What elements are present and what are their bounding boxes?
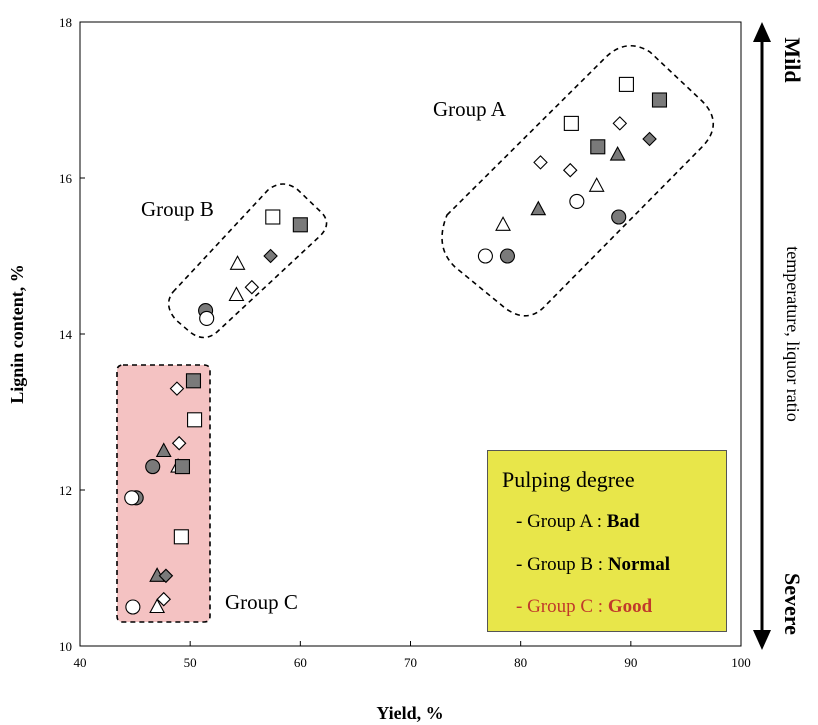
data-point-triangle [228,286,245,302]
data-point-square [590,139,606,155]
y-axis-title: Lignin content, % [7,264,27,404]
data-point-triangle [229,255,246,270]
data-point-circle [125,599,141,615]
data-point-square [292,217,308,233]
legend-row-b-value: Normal [607,554,671,575]
data-point-square [651,92,668,108]
group-a-label: Group A [433,97,507,121]
data-point-triangle [495,216,511,231]
severity-condition-label: temperature, liquor ratio [783,246,803,421]
data-point-diamond [169,381,185,396]
severe-label: Severe [780,573,805,635]
data-point-square [187,412,203,428]
group-c-label: Group C [225,590,298,614]
x-tick-label: 50 [184,655,197,670]
data-point-diamond [158,568,174,584]
legend-row-group-c: - Group C : Good [516,596,652,618]
group-b-envelope [167,183,328,339]
legend-row-group-b: - Group B : Normal [516,554,670,576]
data-point-triangle [609,145,626,161]
pulping-degree-legend: Pulping degree - Group A : Bad - Group B… [487,450,727,632]
x-axis-title: Yield, % [376,703,443,723]
severity-arrow-head-up [753,22,771,42]
data-point-triangle [149,598,166,614]
x-tick-label: 70 [404,655,417,670]
legend-row-c-value: Good [607,596,653,617]
x-tick-label: 80 [514,655,527,670]
data-point-circle [611,209,627,225]
x-tick-label: 90 [624,655,637,670]
data-point-triangle [588,177,605,192]
data-point-square [563,115,579,131]
data-point-diamond [171,435,187,451]
data-point-square [618,76,634,92]
data-point-diamond [244,279,260,295]
group-a-envelope [441,45,715,317]
x-tick-label: 100 [731,655,751,670]
data-point-circle [145,459,161,475]
legend-row-a-prefix: - Group A : [516,511,607,532]
data-point-circle [199,310,215,326]
data-point-diamond [263,248,278,264]
legend-row-group-a: - Group A : Bad [516,511,640,533]
legend-row-a-value: Bad [606,511,640,532]
data-point-square [265,209,281,225]
data-point-circle [499,248,515,264]
data-point-square [173,529,189,545]
data-point-triangle [530,200,547,216]
legend-title: Pulping degree [502,467,635,492]
legend-row-c-prefix: - Group C : [516,596,608,617]
y-tick-label: 12 [59,483,72,498]
group-c-region [116,364,211,623]
data-point-circle [569,193,585,209]
data-point-square [174,459,191,475]
data-point-diamond [642,131,657,147]
data-point-triangle [155,442,172,458]
data-point-diamond [533,155,548,170]
data-point-circle [124,490,140,506]
group-b-label: Group B [141,197,214,221]
y-tick-label: 10 [59,639,72,654]
mild-label: Mild [780,37,805,82]
x-tick-label: 40 [74,655,87,670]
data-point-diamond [612,116,628,131]
y-tick-label: 18 [59,15,72,30]
y-tick-label: 14 [59,327,73,342]
data-point-diamond [562,162,578,178]
data-point-square [185,373,202,389]
data-point-diamond [156,591,172,607]
data-point-circle [477,248,493,264]
y-tick-label: 16 [59,171,73,186]
severity-arrow-head-down [753,630,771,650]
legend-row-b-prefix: - Group B : [516,554,608,575]
x-tick-label: 60 [294,655,307,670]
